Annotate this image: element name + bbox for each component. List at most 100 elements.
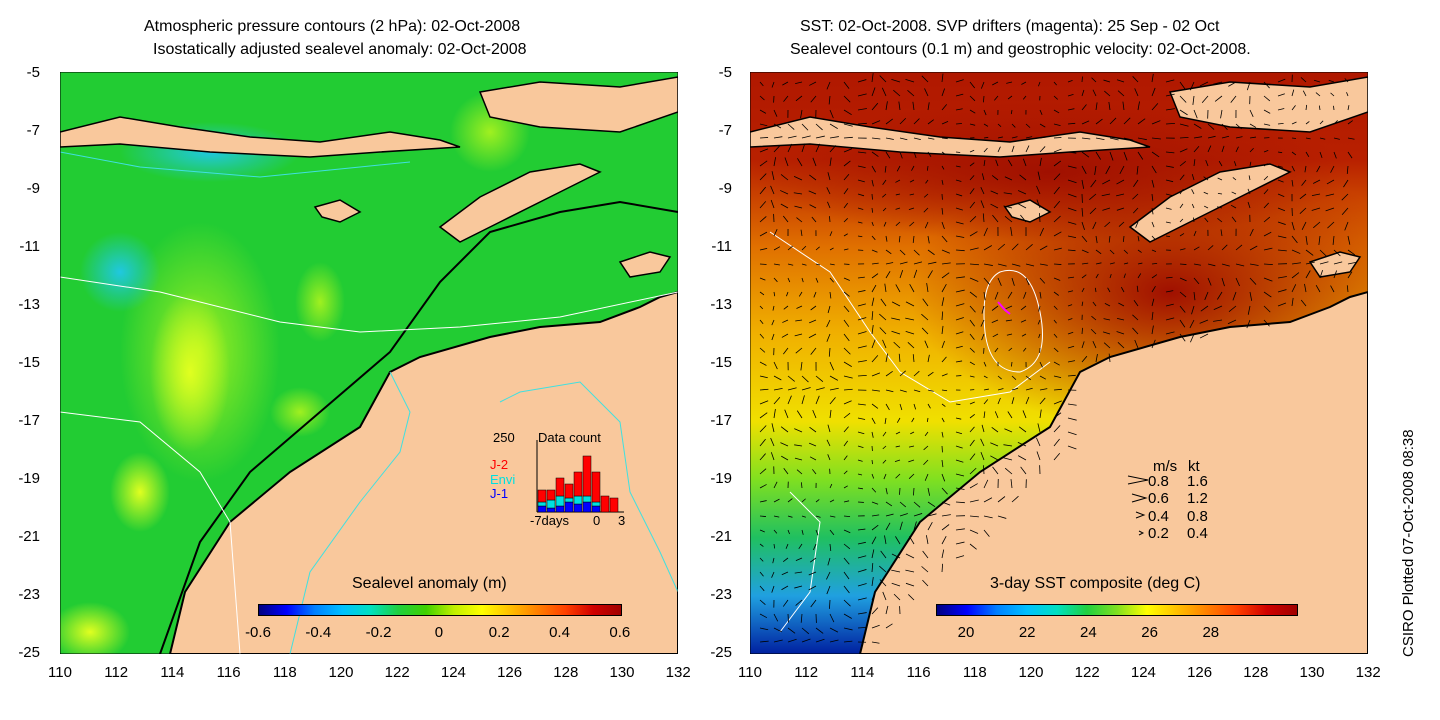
velocity-vector (1299, 207, 1307, 214)
velocity-vector (1003, 457, 1013, 461)
velocity-vector (815, 395, 820, 405)
velocity-vector (1038, 81, 1041, 87)
velocity-vector (871, 339, 876, 349)
velocity-vector (843, 388, 853, 391)
velocity-vector (1067, 374, 1076, 377)
velocity-vector (1039, 213, 1041, 223)
velocity-vector (980, 438, 985, 447)
velocity-vector (773, 529, 778, 534)
velocity-vector (1220, 109, 1223, 119)
velocity-vector (1011, 495, 1019, 503)
velocity-vector (969, 277, 979, 282)
velocity-vector (908, 473, 915, 479)
velocity-vector (1081, 355, 1088, 363)
velocity-vector (843, 543, 851, 550)
velocity-vector (857, 79, 867, 83)
velocity-vector (883, 473, 887, 480)
inset-legend-envi: Envi (490, 472, 516, 487)
velocity-vector (815, 638, 825, 643)
velocity-vector (1022, 95, 1027, 100)
velocity-vector (1203, 205, 1209, 209)
velocity-vector (1135, 221, 1139, 228)
velocity-vector (857, 207, 864, 210)
velocity-vector (885, 371, 893, 377)
velocity-vector (759, 305, 764, 310)
velocity-vector (1011, 136, 1018, 139)
velocity-vector (1095, 151, 1101, 160)
velocity-vector (843, 202, 849, 209)
velocity-vector (1263, 319, 1270, 327)
velocity-vector (1193, 146, 1200, 153)
velocity-vector (826, 319, 831, 328)
velocity-vector (759, 247, 768, 251)
velocity-vector (1123, 117, 1131, 125)
velocity-vector (1277, 276, 1287, 279)
inset-x-end: 3 (618, 513, 626, 528)
velocity-vector (1095, 102, 1098, 111)
velocity-vector (1109, 274, 1112, 279)
velocity-vector (1246, 319, 1251, 329)
velocity-vector (857, 360, 867, 363)
velocity-vector (1053, 277, 1061, 281)
velocity-vector (1318, 235, 1321, 245)
velocity-vector (1235, 244, 1243, 251)
velocity-vector (1235, 136, 1243, 139)
velocity-vector (773, 145, 781, 153)
velocity-vector (857, 627, 867, 629)
velocity-vector (926, 417, 929, 423)
velocity-vector (1333, 105, 1335, 111)
velocity-vector (969, 216, 977, 223)
velocity-vector (983, 361, 987, 367)
velocity-vector (884, 283, 887, 293)
velocity-vector (879, 313, 887, 321)
velocity-vector (927, 270, 933, 279)
velocity-vector (895, 193, 901, 196)
velocity-vector (941, 403, 946, 407)
data-count-bar (555, 505, 565, 513)
velocity-vector (1263, 291, 1272, 298)
velocity-vector (1023, 347, 1027, 352)
velocity-vector (843, 426, 849, 433)
velocity-vector (1011, 243, 1019, 251)
velocity-vector (1022, 410, 1027, 419)
velocity-vector (1221, 135, 1230, 139)
velocity-vector (1067, 445, 1077, 450)
velocity-vector (1227, 319, 1237, 325)
velocity-vector (983, 497, 993, 503)
velocity-vector (871, 355, 879, 363)
velocity-vector (1123, 249, 1129, 254)
velocity-vector (827, 305, 831, 314)
velocity-vector (809, 319, 817, 324)
velocity-vector (1165, 221, 1171, 224)
velocity-vector (1122, 101, 1125, 111)
velocity-vector (1137, 273, 1142, 279)
velocity-vector (969, 175, 975, 181)
velocity-vector (899, 521, 903, 531)
velocity-vector (773, 387, 783, 391)
velocity-vector (829, 216, 831, 223)
island (750, 116, 1151, 158)
velocity-vector (1003, 205, 1013, 209)
velocity-vector (787, 123, 795, 130)
velocity-vector (990, 203, 999, 209)
y-tick-label: -9 (26, 180, 40, 197)
velocity-vector (885, 137, 894, 140)
velocity-vector (1011, 263, 1021, 267)
velocity-vector (1246, 81, 1251, 91)
velocity-vector (829, 291, 832, 299)
velocity-vector (941, 262, 951, 265)
velocity-vector (1263, 95, 1271, 102)
velocity-vector (955, 303, 965, 307)
velocity-vector (885, 389, 894, 393)
velocity-vector (896, 417, 901, 423)
velocity-vector (1330, 92, 1335, 97)
velocity-vector (1025, 244, 1033, 251)
velocity-vector (759, 543, 764, 547)
velocity-vector (981, 333, 985, 341)
sla-patch (270, 387, 330, 437)
velocity-vector (893, 89, 901, 97)
velocity-vector (1095, 273, 1099, 279)
velocity-vector (1123, 151, 1128, 161)
velocity-vector (871, 102, 879, 111)
data-count-bar (564, 497, 574, 503)
